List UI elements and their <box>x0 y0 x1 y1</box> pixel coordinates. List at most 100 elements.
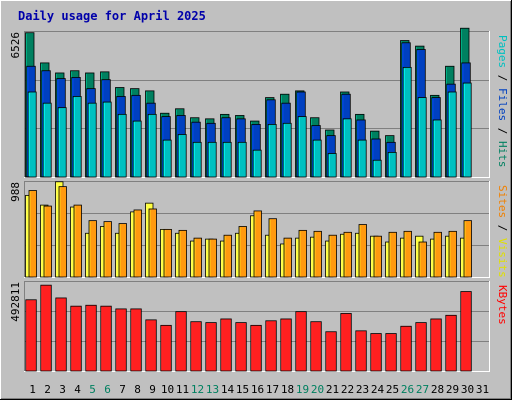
bar-pages-12-fill <box>192 141 202 178</box>
bar-pages-4 <box>72 96 82 178</box>
x-tick-19: 19 <box>296 383 309 396</box>
bar-kbytes-9 <box>145 319 157 372</box>
bar-sites-2-fill <box>43 205 52 278</box>
x-tick-2: 2 <box>44 383 51 396</box>
bar-sites-6 <box>103 221 112 278</box>
bar-sites-7-fill <box>118 223 127 278</box>
x-tick-6: 6 <box>104 383 111 396</box>
x-tick-27: 27 <box>416 383 429 396</box>
bar-kbytes-9-fill <box>145 319 157 372</box>
bar-pages-23 <box>357 139 367 178</box>
bar-pages-10 <box>162 139 172 178</box>
x-tick-16: 16 <box>251 383 264 396</box>
bar-sites-7 <box>118 223 127 278</box>
bar-sites-10-fill <box>163 228 172 278</box>
bar-pages-29-fill <box>447 91 457 178</box>
bar-sites-13 <box>208 238 217 278</box>
bar-sites-28 <box>433 231 442 278</box>
bar-sites-5-fill <box>88 220 97 278</box>
bar-pages-27-fill <box>417 97 427 178</box>
bar-kbytes-20 <box>310 321 322 372</box>
bar-kbytes-18-fill <box>280 318 292 372</box>
bar-pages-17-fill <box>267 124 277 178</box>
bar-kbytes-1 <box>25 299 37 372</box>
bar-kbytes-27 <box>415 322 427 372</box>
bar-pages-23-fill <box>357 139 367 178</box>
bar-sites-2 <box>43 205 52 278</box>
bar-pages-30 <box>462 82 472 178</box>
bar-pages-26 <box>402 66 412 178</box>
bar-kbytes-28-fill <box>430 318 442 372</box>
bar-kbytes-11-fill <box>175 311 187 372</box>
bar-sites-22 <box>343 231 352 278</box>
bar-sites-22-fill <box>343 231 352 278</box>
bar-sites-20 <box>313 230 322 278</box>
bar-sites-23 <box>358 224 367 278</box>
bar-pages-9 <box>147 113 157 178</box>
bar-sites-19 <box>298 229 307 278</box>
bar-kbytes-6 <box>100 305 112 372</box>
bar-sites-8 <box>133 209 142 278</box>
x-tick-labels: 1 2 3 4 5 6 7 8 9 10 11 12 13 14 15 16 17 18 19 20 21 22 23 24 2… <box>29 383 489 396</box>
x-tick-9: 9 <box>149 383 156 396</box>
bar-pages-18-fill <box>282 122 292 178</box>
bar-sites-17-fill <box>268 218 277 278</box>
bar-kbytes-17 <box>265 320 277 372</box>
bar-kbytes-10-fill <box>160 324 172 372</box>
bar-pages-8 <box>132 120 142 178</box>
x-tick-15: 15 <box>236 383 249 396</box>
bar-kbytes-29 <box>445 314 457 372</box>
bar-pages-15-fill <box>237 141 247 178</box>
x-tick-21: 21 <box>326 383 339 396</box>
bar-kbytes-20-fill <box>310 321 322 372</box>
bar-pages-27 <box>417 97 427 178</box>
bar-kbytes-12-fill <box>190 321 202 372</box>
bar-pages-3-fill <box>57 107 67 178</box>
bar-sites-17 <box>268 218 277 278</box>
x-tick-5: 5 <box>89 383 96 396</box>
bar-sites-26-fill <box>403 230 412 278</box>
x-tick-29: 29 <box>446 383 459 396</box>
bar-pages-26-fill <box>402 66 412 178</box>
bar-sites-11 <box>178 229 187 278</box>
bar-kbytes-13 <box>205 322 217 372</box>
bar-kbytes-7 <box>115 308 127 372</box>
bar-sites-24-fill <box>373 235 382 278</box>
bar-pages-19-fill <box>297 116 307 178</box>
bar-sites-1-fill <box>28 190 37 278</box>
bar-sites-15-fill <box>238 226 247 278</box>
bar-pages-1-fill <box>27 91 37 178</box>
chart-panels: 6526 Pages / Files / Hits 988 Sites / Visit… <box>9 27 509 372</box>
legend-entry-sites: Sites <box>496 185 509 218</box>
bar-sites-30 <box>463 220 472 278</box>
bar-kbytes-23 <box>355 330 367 372</box>
bar-kbytes-12 <box>190 321 202 372</box>
bar-pages-29 <box>447 91 457 178</box>
x-tick-31: 31 <box>476 383 489 396</box>
bar-kbytes-8-fill <box>130 308 142 372</box>
bar-pages-1 <box>27 91 37 178</box>
bar-kbytes-25-fill <box>385 333 397 372</box>
bar-kbytes-11 <box>175 311 187 372</box>
bar-sites-30-fill <box>463 220 472 278</box>
bar-pages-7-fill <box>117 113 127 178</box>
bar-sites-6-fill <box>103 221 112 278</box>
bar-kbytes-23-fill <box>355 330 367 372</box>
bar-pages-9-fill <box>147 113 157 178</box>
legend-entry-files: Files <box>496 88 509 121</box>
bar-kbytes-16-fill <box>250 324 262 372</box>
bar-kbytes-21 <box>325 331 337 372</box>
x-tick-12: 12 <box>191 383 204 396</box>
bar-kbytes-25 <box>385 333 397 372</box>
bar-pages-7 <box>117 113 127 178</box>
bar-pages-10-fill <box>162 139 172 178</box>
bar-pages-16 <box>252 149 262 178</box>
bar-sites-1 <box>28 190 37 278</box>
bar-kbytes-10 <box>160 324 172 372</box>
bar-kbytes-7-fill <box>115 308 127 372</box>
y-legend-label: Pages / Files / Hits <box>496 35 509 168</box>
x-tick-11: 11 <box>176 383 189 396</box>
bar-sites-18 <box>283 237 292 278</box>
bar-kbytes-15-fill <box>235 322 247 372</box>
legend-separator: / <box>496 68 509 88</box>
